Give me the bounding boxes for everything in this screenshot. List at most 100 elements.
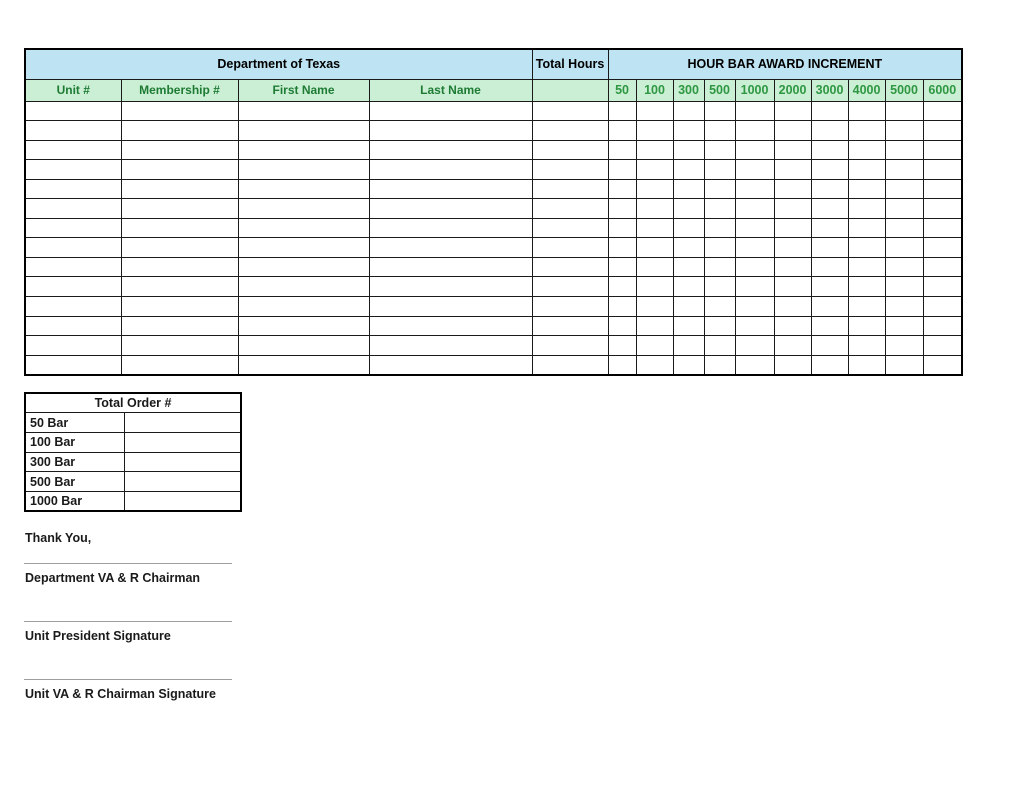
grid-cell (24, 354, 122, 376)
grid-cell (884, 335, 924, 356)
grid-cell (847, 315, 886, 337)
grid-cell (635, 217, 674, 239)
grid-cell (773, 315, 812, 337)
grid-cell (810, 256, 849, 278)
grid-cell (672, 159, 705, 180)
order-row: 1000 Bar (24, 490, 242, 512)
total-order-title: Total Order # (24, 392, 242, 414)
grid-cell (237, 217, 370, 239)
grid-cell (922, 198, 963, 219)
grid-cell (810, 159, 849, 180)
grid-cell (847, 295, 886, 317)
grid-cell (922, 178, 963, 200)
grid-cell (672, 100, 705, 122)
grid-cell (734, 276, 775, 297)
col-header-first-name: First Name (237, 78, 370, 102)
grid-cell (922, 217, 963, 239)
grid-cell (773, 120, 812, 141)
grid-cell (773, 100, 812, 122)
grid-cell (368, 139, 533, 161)
grid-cell (531, 315, 609, 337)
signature-label-department-chairman: Department VA & R Chairman (25, 571, 201, 585)
grid-cell (368, 256, 533, 278)
grid-cell (368, 335, 533, 356)
col-header-membership: Membership # (120, 78, 239, 102)
col-header-inc-3000: 3000 (810, 78, 849, 102)
grid-row (24, 139, 963, 161)
grid-cell (607, 335, 637, 356)
grid-cell (734, 335, 775, 356)
grid-cell (810, 335, 849, 356)
order-row: 500 Bar (24, 471, 242, 492)
grid-cell (703, 295, 736, 317)
order-value-cell (123, 412, 242, 433)
grid-cell (607, 198, 637, 219)
grid-cell (368, 237, 533, 258)
grid-cell (734, 178, 775, 200)
grid-cell (120, 315, 239, 337)
grid-cell (810, 237, 849, 258)
grid-cell (810, 276, 849, 297)
grid-cell (237, 276, 370, 297)
grid-cell (884, 217, 924, 239)
grid-cell (24, 120, 122, 141)
grid-cell (120, 237, 239, 258)
grid-cell (237, 315, 370, 337)
grid-cell (703, 217, 736, 239)
grid-cell (368, 295, 533, 317)
grid-cell (635, 100, 674, 122)
grid-cell (773, 354, 812, 376)
grid-cell (531, 217, 609, 239)
grid-cell (672, 120, 705, 141)
grid-cell (734, 120, 775, 141)
grid-cell (607, 217, 637, 239)
grid-cell (847, 237, 886, 258)
grid-cell (635, 198, 674, 219)
grid-cell (24, 217, 122, 239)
grid-cell (635, 139, 674, 161)
grid-cell (734, 295, 775, 317)
grid-cell (237, 237, 370, 258)
grid-cell (368, 159, 533, 180)
grid-cell (734, 198, 775, 219)
grid-cell (24, 198, 122, 219)
grid-cell (368, 354, 533, 376)
grid-cell (24, 335, 122, 356)
grid-cell (531, 335, 609, 356)
grid-cell (237, 335, 370, 356)
grid-cell (884, 237, 924, 258)
grid-cell (237, 178, 370, 200)
grid-row (24, 335, 963, 356)
grid-cell (773, 198, 812, 219)
grid-cell (810, 100, 849, 122)
grid-cell (24, 295, 122, 317)
grid-cell (635, 256, 674, 278)
grid-cell (237, 139, 370, 161)
grid-row (24, 178, 963, 200)
department-title: Department of Texas (24, 48, 533, 80)
grid-cell (531, 237, 609, 258)
grid-cell (24, 256, 122, 278)
grid-cell (810, 198, 849, 219)
grid-cell (635, 237, 674, 258)
grid-cell (847, 198, 886, 219)
grid-cell (922, 120, 963, 141)
order-row: 50 Bar (24, 412, 242, 433)
grid-cell (703, 100, 736, 122)
grid-cell (810, 315, 849, 337)
grid-cell (734, 315, 775, 337)
grid-cell (847, 139, 886, 161)
grid-cell (884, 256, 924, 278)
grid-cell (672, 276, 705, 297)
grid-cell (672, 198, 705, 219)
col-header-inc-2000: 2000 (773, 78, 812, 102)
grid-cell (531, 178, 609, 200)
grid-cell (237, 120, 370, 141)
grid-cell (237, 100, 370, 122)
grid-cell (531, 139, 609, 161)
grid-cell (703, 120, 736, 141)
grid-cell (810, 120, 849, 141)
grid-cell (368, 178, 533, 200)
grid-cell (734, 100, 775, 122)
